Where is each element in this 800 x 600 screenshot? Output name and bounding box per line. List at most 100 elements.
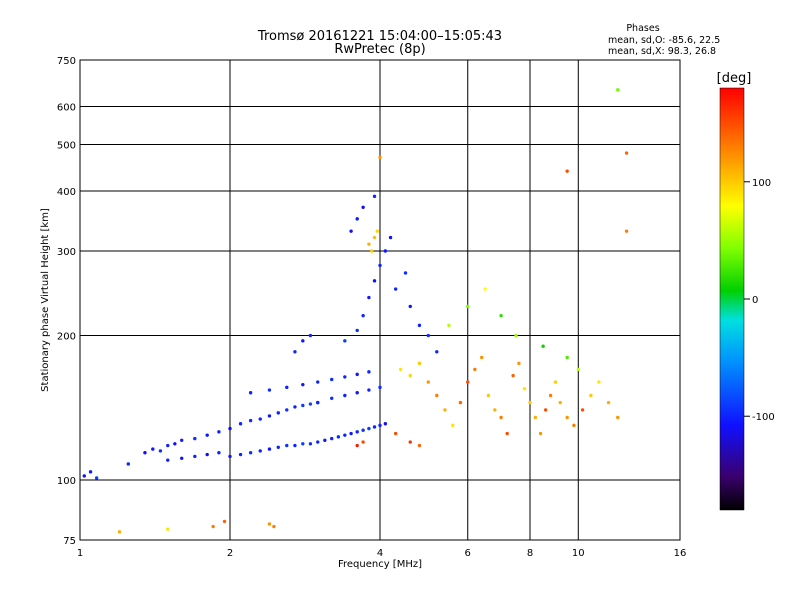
data-point-o-mode	[361, 428, 365, 432]
data-point-o-mode	[330, 396, 334, 401]
y-tick-label: 200	[57, 332, 76, 343]
data-point-o-mode	[293, 405, 297, 409]
data-point-x-mode	[589, 393, 593, 398]
data-point-x-mode	[408, 440, 412, 444]
data-point-o-mode	[267, 414, 272, 418]
data-point-o-mode	[372, 425, 377, 429]
data-point-o-mode	[355, 430, 359, 434]
data-point-x-mode	[558, 400, 562, 405]
y-tick-label: 500	[57, 141, 76, 152]
y-tick-label: 300	[57, 247, 76, 258]
data-point-o-mode	[193, 454, 197, 459]
data-point-x-mode	[565, 355, 569, 360]
data-point-x-mode	[514, 333, 518, 338]
data-point-o-mode	[372, 194, 377, 199]
data-point-x-mode	[447, 323, 451, 328]
x-tick-label: 2	[227, 548, 233, 559]
data-point-o-mode	[166, 458, 170, 462]
data-point-x-mode	[565, 415, 569, 420]
data-point-o-mode	[343, 375, 347, 379]
data-point-o-mode	[158, 449, 163, 453]
x-tick-label: 4	[377, 548, 383, 559]
data-point-o-mode	[372, 279, 377, 283]
data-point-x-mode	[393, 431, 398, 436]
data-point-o-mode	[238, 422, 243, 426]
data-point-x-mode	[616, 88, 620, 92]
colorbar-tick-label: -100	[752, 412, 775, 423]
data-point-o-mode	[367, 370, 371, 374]
data-point-o-mode	[173, 442, 177, 446]
data-point-x-mode	[443, 408, 447, 412]
data-point-x-mode	[580, 408, 585, 412]
data-point-o-mode	[301, 442, 305, 446]
phase-stats-o: mean, sd,O: -85.6, 22.5	[608, 35, 720, 46]
y-axis-ticks: 75 100 200 300 400 500 600 750	[57, 56, 76, 547]
data-point-o-mode	[285, 443, 289, 448]
data-point-o-mode	[343, 339, 347, 343]
data-point-o-mode	[308, 442, 313, 446]
colorbar-ticks: 100 0 -100	[744, 178, 775, 423]
data-point-x-mode	[528, 400, 532, 405]
data-point-x-mode	[426, 380, 430, 384]
data-point-x-mode	[473, 367, 477, 372]
data-point-o-mode	[193, 436, 197, 441]
data-point-o-mode	[94, 476, 99, 480]
data-point-o-mode	[417, 323, 422, 328]
data-point-o-mode	[308, 402, 313, 406]
data-point-x-mode	[572, 423, 576, 428]
data-point-x-mode	[398, 367, 403, 372]
data-point-o-mode	[166, 527, 170, 531]
data-point-o-mode	[316, 380, 320, 384]
data-point-x-mode	[451, 423, 455, 428]
data-point-o-mode	[258, 449, 262, 453]
data-point-x-mode	[417, 361, 422, 366]
data-point-x-mode	[361, 440, 365, 444]
data-point-x-mode	[375, 229, 379, 233]
data-point-o-mode	[205, 452, 209, 457]
colorbar-tick-label: 100	[752, 178, 771, 189]
data-point-o-mode	[403, 271, 408, 275]
y-tick-label: 400	[57, 187, 76, 198]
data-point-o-mode	[267, 522, 272, 526]
x-axis-ticks: 1 2 4 6 8 10 16	[77, 548, 687, 559]
data-point-o-mode	[151, 447, 155, 451]
y-tick-label: 100	[57, 476, 76, 487]
data-point-o-mode	[355, 372, 359, 377]
data-point-o-mode	[378, 423, 382, 428]
data-point-o-mode	[343, 393, 347, 398]
x-tick-label: 10	[572, 548, 585, 559]
data-point-o-mode	[426, 333, 430, 338]
data-point-o-mode	[211, 524, 215, 529]
data-point-o-mode	[301, 339, 305, 343]
data-point-x-mode	[517, 361, 521, 366]
data-point-o-mode	[383, 249, 388, 253]
data-point-x-mode	[616, 415, 620, 420]
x-tick-label: 8	[527, 548, 533, 559]
phase-stats-x: mean, sd,X: 98.3, 26.8	[608, 46, 716, 57]
data-point-o-mode	[349, 229, 353, 233]
data-point-x-mode	[541, 344, 545, 348]
data-point-x-mode	[378, 155, 382, 160]
phase-stats-heading: Phases	[626, 23, 659, 34]
data-point-x-mode	[543, 408, 548, 412]
x-tick-label: 6	[465, 548, 471, 559]
y-tick-label: 750	[57, 56, 76, 67]
data-point-o-mode	[330, 436, 334, 441]
chart-subtitle: RwPretec (8p)	[334, 42, 425, 57]
data-point-x-mode	[466, 380, 470, 384]
plot-grid	[80, 60, 680, 540]
chart-title: Tromsø 20161221 15:04:00–15:05:43	[257, 29, 502, 44]
data-point-x-mode	[483, 287, 487, 291]
data-point-o-mode	[117, 530, 122, 534]
data-point-o-mode	[285, 385, 289, 390]
x-tick-label: 16	[674, 548, 687, 559]
data-point-o-mode	[258, 417, 262, 421]
data-point-o-mode	[205, 433, 209, 437]
data-point-o-mode	[367, 295, 371, 300]
data-point-o-mode	[285, 408, 289, 412]
data-point-o-mode	[349, 431, 353, 436]
data-point-o-mode	[301, 403, 305, 408]
data-point-x-mode	[522, 386, 527, 391]
data-point-o-mode	[248, 418, 253, 423]
